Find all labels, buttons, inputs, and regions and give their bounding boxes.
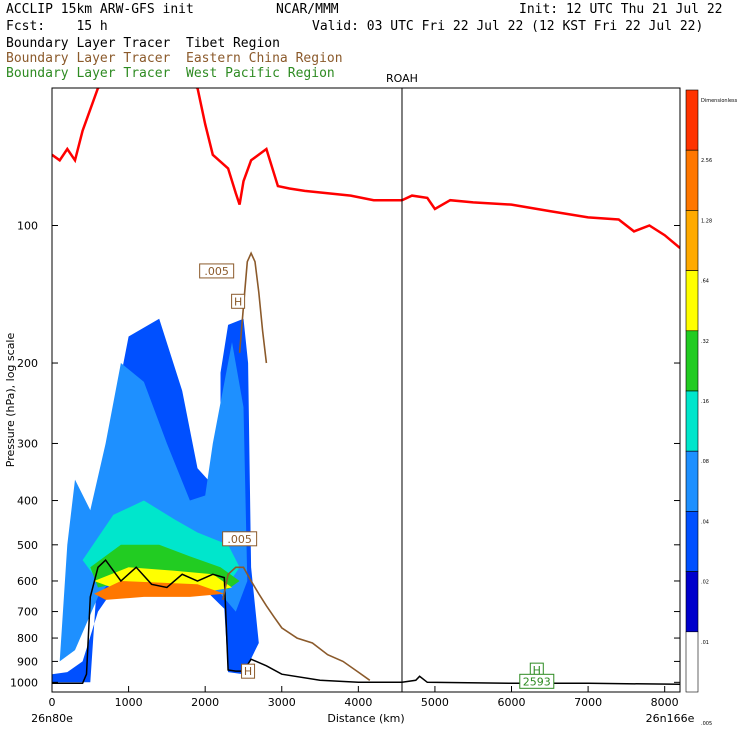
colorbar-label-8: .02 [701, 580, 709, 586]
colorbar-swatch-4 [685, 330, 699, 392]
colorbar-swatch-2 [685, 210, 699, 271]
colorbar-swatch-3 [685, 270, 699, 332]
annotation-box-3 [241, 663, 256, 679]
tracer-fill-layer [52, 318, 259, 683]
colorbar: Dimensionless 2.56 1.28 .64 .32 .16 .08 .04 .02.… [685, 89, 738, 727]
x-tick-label-8000: 8000 [651, 696, 679, 709]
x-axis-title: Distance (km) [327, 712, 404, 725]
annotation-box-2 [222, 531, 258, 547]
colorbar-swatch-9 [685, 631, 699, 693]
y-tick-label-200: 200 [17, 357, 38, 370]
colorbar-label-5: .16 [701, 399, 709, 405]
x-tick-label-6000: 6000 [498, 696, 526, 709]
colorbar-label-9: .01 [701, 640, 709, 646]
tracer-fill-band-5 [94, 581, 225, 600]
x-tick-label-4000: 4000 [344, 696, 372, 709]
legend-eastern-china: Boundary Layer Tracer Eastern China Regi… [6, 51, 343, 66]
y-tick-label-300: 300 [17, 437, 38, 450]
x-tick-label-2000: 2000 [191, 696, 219, 709]
annotation-label-4: H [533, 664, 541, 677]
y-tick-label-500: 500 [17, 539, 38, 552]
annotation-label-3: H [244, 665, 252, 678]
header-valid: Valid: 03 UTC Fri 22 Jul 22 (12 KST Fri … [312, 19, 704, 34]
colorbar-swatch-5 [685, 390, 699, 452]
colorbar-label-7: .04 [701, 519, 709, 525]
tropopause-line [52, 88, 680, 249]
colorbar-label-3: .64 [701, 279, 709, 285]
colorbar-label-2: 1.28 [701, 218, 712, 224]
annotation-label-5: 2593 [523, 675, 551, 688]
colorbar-swatch-6 [685, 450, 699, 512]
colorbar-label-4: .32 [701, 339, 709, 345]
annotation-label-2: .005 [227, 533, 252, 546]
header-forecast: Fcst: 15 h [6, 19, 108, 34]
colorbar-label-1: 2.56 [701, 158, 712, 164]
y-tick-label-100: 100 [17, 220, 38, 233]
x-right-endpoint: 26n166e [646, 712, 695, 725]
terrain-line [52, 558, 680, 686]
x-tick-label-0: 0 [49, 696, 56, 709]
legend-west-pacific: Boundary Layer Tracer West Pacific Regio… [6, 66, 335, 81]
y-tick-label-700: 700 [17, 606, 38, 619]
colorbar-label-10: .005 [701, 721, 712, 727]
plot-frame [51, 87, 681, 693]
legend-tibet: Boundary Layer Tracer Tibet Region [6, 36, 280, 51]
annotation-box-0 [199, 263, 235, 279]
colorbar-label-6: .08 [701, 459, 709, 465]
eastern-china-contour-lower [222, 566, 371, 681]
x-tick-label-5000: 5000 [421, 696, 449, 709]
y-axis-title: Pressure (hPa), log scale [4, 333, 17, 468]
header-init: Init: 12 UTC Thu 21 Jul 22 [519, 2, 723, 17]
y-tick-label-800: 800 [17, 632, 38, 645]
colorbar-label-0: Dimensionless [701, 98, 738, 104]
annotation-label-0: .005 [204, 265, 229, 278]
header-agency: NCAR/MMM [276, 2, 339, 17]
annotation-box-1 [231, 293, 246, 309]
y-tick-label-400: 400 [17, 495, 38, 508]
x-tick-label-1000: 1000 [115, 696, 143, 709]
header-title: ACCLIP 15km ARW-GFS init [6, 2, 194, 17]
colorbar-swatch-0 [685, 89, 699, 151]
x-tick-label-3000: 3000 [268, 696, 296, 709]
colorbar-swatch-7 [685, 511, 699, 572]
x-tick-label-7000: 7000 [574, 696, 602, 709]
colorbar-swatch-8 [685, 571, 699, 633]
y-tick-label-1000: 1000 [10, 676, 38, 689]
y-tick-label-600: 600 [17, 575, 38, 588]
x-left-endpoint: 26n80e [31, 712, 73, 725]
colorbar-swatch-1 [685, 149, 699, 211]
y-tick-label-900: 900 [17, 655, 38, 668]
roah-marker-label: ROAH [386, 72, 418, 85]
annotation-box-5 [519, 673, 555, 689]
axis-layer: ROAH 100 200 300 400 500 600 700 800 900 1000 0 1000… [4, 72, 695, 725]
annotation-label-1: H [234, 295, 242, 308]
